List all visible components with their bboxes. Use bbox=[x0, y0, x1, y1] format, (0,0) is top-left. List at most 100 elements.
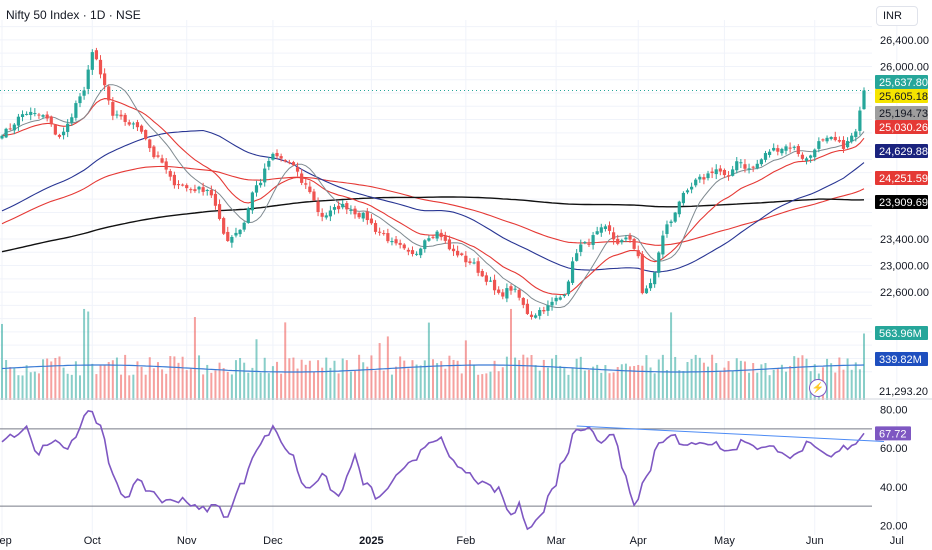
candle-body bbox=[698, 176, 702, 180]
volume-bar bbox=[99, 365, 102, 400]
candle-body bbox=[152, 146, 156, 158]
volume-bar bbox=[432, 359, 434, 400]
candle-body bbox=[685, 190, 690, 193]
volume-bar bbox=[9, 367, 12, 400]
volume-bar bbox=[850, 369, 853, 400]
candle-body bbox=[579, 244, 583, 252]
candle-body bbox=[20, 114, 25, 118]
volume-bar bbox=[366, 366, 369, 400]
candle-body bbox=[542, 310, 546, 312]
candle-body bbox=[681, 192, 685, 204]
candle-body bbox=[373, 223, 378, 232]
candle-body bbox=[690, 186, 694, 190]
candle-body bbox=[82, 90, 86, 96]
candle-body bbox=[398, 242, 402, 245]
volume-bar bbox=[292, 357, 295, 400]
ema-100-line bbox=[1, 165, 865, 246]
candle-body bbox=[378, 231, 382, 233]
candle-body bbox=[517, 289, 521, 298]
volume-bar bbox=[17, 375, 20, 400]
volume-bar bbox=[509, 308, 512, 400]
volume-bar bbox=[715, 363, 718, 400]
volume-bar bbox=[214, 370, 217, 400]
candle-body bbox=[534, 315, 538, 318]
volume-bar bbox=[407, 368, 410, 400]
candle-body bbox=[862, 90, 866, 110]
volume-bar bbox=[436, 363, 439, 400]
volume-bar bbox=[411, 360, 414, 400]
volume-bar bbox=[600, 372, 603, 400]
volume-bar bbox=[505, 356, 508, 400]
volume-bar bbox=[308, 360, 311, 400]
currency-selector[interactable]: INR bbox=[876, 6, 918, 26]
volume-bar bbox=[296, 368, 299, 400]
ma-10-line bbox=[1, 84, 865, 308]
time-axis-tick: 2025 bbox=[359, 535, 383, 547]
volume-bar bbox=[559, 365, 562, 400]
candle-body bbox=[230, 236, 234, 243]
candle-body bbox=[472, 262, 476, 264]
candle-body bbox=[291, 162, 296, 166]
candle-body bbox=[254, 185, 259, 193]
candle-body bbox=[390, 241, 394, 243]
flash-icon[interactable]: ⚡ bbox=[809, 379, 827, 397]
candle-body bbox=[804, 158, 809, 161]
candle-body bbox=[497, 289, 501, 293]
candle-body bbox=[123, 114, 127, 122]
price-tag bbox=[875, 89, 928, 103]
candle-body bbox=[308, 186, 312, 193]
volume-bar bbox=[198, 355, 201, 400]
candle-body bbox=[607, 225, 612, 231]
rsi-axis-tick: 80.00 bbox=[880, 405, 908, 417]
candle-body bbox=[772, 147, 776, 151]
volume-bar bbox=[95, 374, 98, 400]
candle-body bbox=[8, 128, 12, 130]
volume-bar bbox=[247, 372, 250, 400]
volume-bar bbox=[111, 360, 114, 400]
ma-200-line bbox=[1, 196, 865, 253]
candle-body bbox=[731, 169, 735, 176]
price-tag-label: 25,194.73 bbox=[879, 108, 928, 120]
volume-bar bbox=[838, 357, 841, 400]
volume-bar bbox=[280, 373, 283, 400]
volume-bar bbox=[645, 355, 648, 400]
candle-body bbox=[829, 137, 833, 140]
candle-body bbox=[796, 146, 800, 154]
price-tag-label: 25,030.26 bbox=[879, 122, 928, 134]
time-axis-tick: Jul bbox=[890, 535, 904, 547]
volume-bar bbox=[596, 364, 599, 400]
volume-bar bbox=[571, 368, 574, 400]
time-axis-tick: Apr bbox=[630, 535, 647, 547]
candle-body bbox=[809, 155, 813, 158]
candle-body bbox=[135, 122, 140, 128]
rsi-line bbox=[1, 410, 865, 531]
volume-bar bbox=[329, 367, 332, 400]
candle-body bbox=[841, 139, 846, 149]
candle-body bbox=[620, 240, 624, 243]
volume-bar bbox=[120, 374, 123, 400]
candle-body bbox=[759, 159, 763, 165]
volume-bar bbox=[251, 367, 254, 400]
volume-bar bbox=[854, 362, 857, 400]
candle-body bbox=[78, 96, 82, 104]
candle-body bbox=[66, 123, 70, 132]
candle-body bbox=[275, 152, 279, 157]
candle-body bbox=[788, 147, 792, 149]
volume-bar bbox=[21, 375, 24, 400]
candle-body bbox=[525, 303, 530, 314]
candle-body bbox=[845, 141, 850, 148]
time-axis-tick: Dec bbox=[263, 535, 283, 547]
volume-bar bbox=[493, 360, 496, 400]
volume-bar bbox=[255, 339, 258, 400]
candle-body bbox=[792, 146, 796, 148]
candle-body bbox=[821, 139, 825, 141]
volume-bar bbox=[485, 373, 488, 400]
volume-bar bbox=[390, 374, 393, 400]
candle-body bbox=[538, 310, 542, 316]
candle-body bbox=[57, 134, 62, 137]
volume-bar bbox=[776, 367, 779, 400]
volume-bar bbox=[629, 366, 632, 400]
volume-bar bbox=[354, 370, 357, 400]
candle-body bbox=[784, 146, 788, 151]
